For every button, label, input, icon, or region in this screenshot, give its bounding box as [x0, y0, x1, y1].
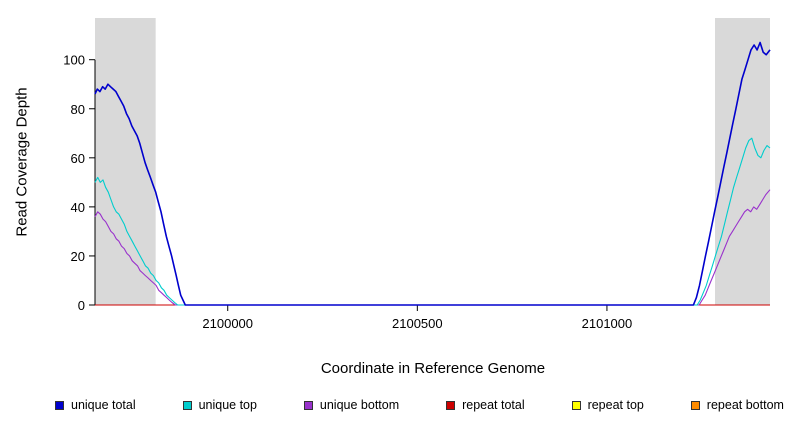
y-tick-label: 0	[78, 298, 85, 313]
x-tick-label: 2100500	[392, 316, 443, 331]
legend-swatch-icon	[303, 400, 313, 410]
legend: unique total unique top unique bottom repea…	[55, 398, 784, 412]
y-tick-label: 40	[71, 200, 85, 215]
legend-item-unique-total: unique total	[55, 398, 136, 412]
y-axis-title: Read Coverage Depth	[13, 87, 31, 237]
legend-label: repeat top	[587, 398, 644, 412]
legend-swatch-icon	[690, 400, 700, 410]
y-tick-label: 100	[63, 53, 85, 68]
y-tick-label: 20	[71, 249, 85, 264]
legend-swatch-icon	[182, 400, 192, 410]
legend-label: repeat total	[462, 398, 525, 412]
series-line-unique-top	[94, 137, 771, 306]
legend-swatch-icon	[446, 400, 456, 410]
repeat-region-shading	[715, 18, 770, 305]
repeat-region-shading	[95, 18, 156, 305]
series-line-unique-total	[94, 41, 771, 306]
legend-swatch-icon	[55, 400, 64, 410]
legend-item-unique-bottom: unique bottom	[303, 398, 400, 412]
y-tick-label: 80	[71, 102, 85, 117]
legend-item-repeat-top: repeat top	[571, 398, 644, 412]
legend-item-repeat-total: repeat total	[446, 398, 525, 412]
legend-label: unique bottom	[319, 398, 400, 412]
legend-item-repeat-bottom: repeat bottom	[690, 398, 784, 412]
x-tick-label: 2101000	[582, 316, 633, 331]
x-tick-label: 2100000	[202, 316, 253, 331]
y-tick-label: 60	[71, 151, 85, 166]
series-line-unique-bottom	[94, 189, 771, 306]
legend-label: repeat bottom	[706, 398, 784, 412]
x-axis-title: Coordinate in Reference Genome	[320, 360, 546, 377]
legend-label: unique top	[198, 398, 257, 412]
legend-item-unique-top: unique top	[182, 398, 257, 412]
legend-swatch-icon	[571, 400, 581, 410]
legend-label: unique total	[71, 398, 136, 412]
